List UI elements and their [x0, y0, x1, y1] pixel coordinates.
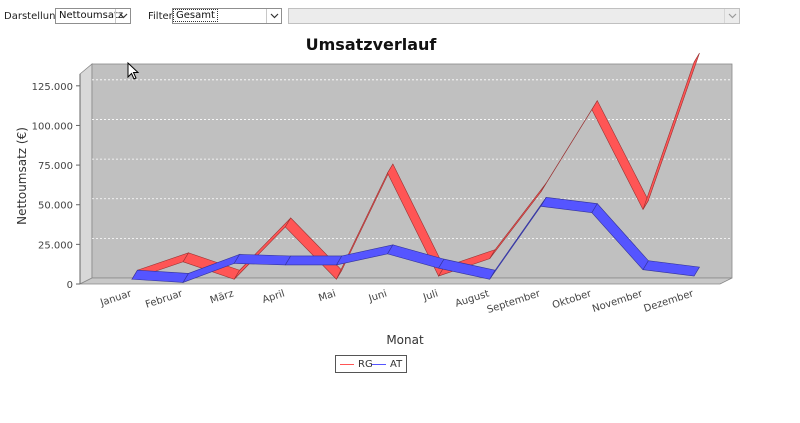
plot-floor	[79, 277, 733, 285]
x-tick-label: April	[261, 288, 286, 306]
x-tick-label: Januar	[98, 288, 134, 309]
y-axis: 0 25.000 50.000 75.000 100.000 125.000	[32, 74, 81, 291]
legend-swatch-rg	[340, 364, 354, 365]
series-segment	[233, 254, 292, 266]
x-tick-label: Juni	[367, 288, 389, 304]
chevron-down-icon[interactable]	[724, 9, 739, 23]
y-tick-label: 0	[67, 280, 73, 291]
legend-swatch-at	[372, 364, 386, 365]
darstellung-label: Darstellung	[4, 11, 62, 22]
x-tick-label: Februar	[144, 288, 185, 311]
mouse-cursor-icon	[127, 62, 140, 80]
chevron-down-icon[interactable]	[266, 9, 281, 23]
x-axis-label: Monat	[386, 333, 424, 347]
filter-dropdown[interactable]: Gesamt	[172, 8, 282, 24]
x-tick-label: Dezember	[643, 288, 696, 315]
line-chart: Umsatzverlauf 0 25.000 50.000 75.000 100.000…	[15, 35, 733, 347]
x-tick-label: November	[591, 288, 645, 315]
darstellung-value: Nettoumsatz	[59, 10, 124, 21]
series-segment	[284, 255, 343, 266]
y-axis-label: Nettoumsatz (€)	[15, 127, 29, 225]
y-tick-label: 50.000	[38, 201, 73, 212]
filter-detail-dropdown[interactable]	[288, 8, 740, 24]
filter-label: Filter	[148, 11, 173, 22]
y-tick-label: 75.000	[38, 161, 73, 172]
legend-label-rg: RG	[358, 359, 373, 370]
series-layer	[131, 52, 700, 283]
filter-value: Gesamt	[173, 9, 218, 22]
x-tick-label: Mai	[317, 288, 337, 304]
y-tick-label: 25.000	[38, 240, 73, 251]
x-axis: Januar Februar März April Mai Juni Juli AugustS…	[98, 288, 696, 316]
chart-legend: RG AT	[335, 355, 407, 373]
series-segment	[642, 260, 700, 277]
x-tick-label: März	[209, 288, 235, 306]
chart-title: Umsatzverlauf	[306, 35, 438, 54]
plot-back-wall	[91, 63, 733, 279]
chevron-down-icon[interactable]	[115, 9, 130, 23]
x-tick-label: Oktober	[551, 288, 594, 311]
series-segment	[642, 52, 700, 210]
darstellung-dropdown[interactable]: Nettoumsatz	[55, 8, 131, 24]
legend-label-at: AT	[390, 359, 403, 370]
y-tick-label: 125.000	[32, 82, 73, 93]
series-at	[131, 196, 700, 283]
toolbar: Darstellung Nettoumsatz Filter Gesamt	[0, 0, 800, 28]
x-tick-label: September	[486, 288, 543, 316]
plot-side-wall	[79, 63, 93, 285]
x-tick-label: Juli	[421, 288, 439, 303]
y-tick-label: 100.000	[32, 121, 73, 132]
